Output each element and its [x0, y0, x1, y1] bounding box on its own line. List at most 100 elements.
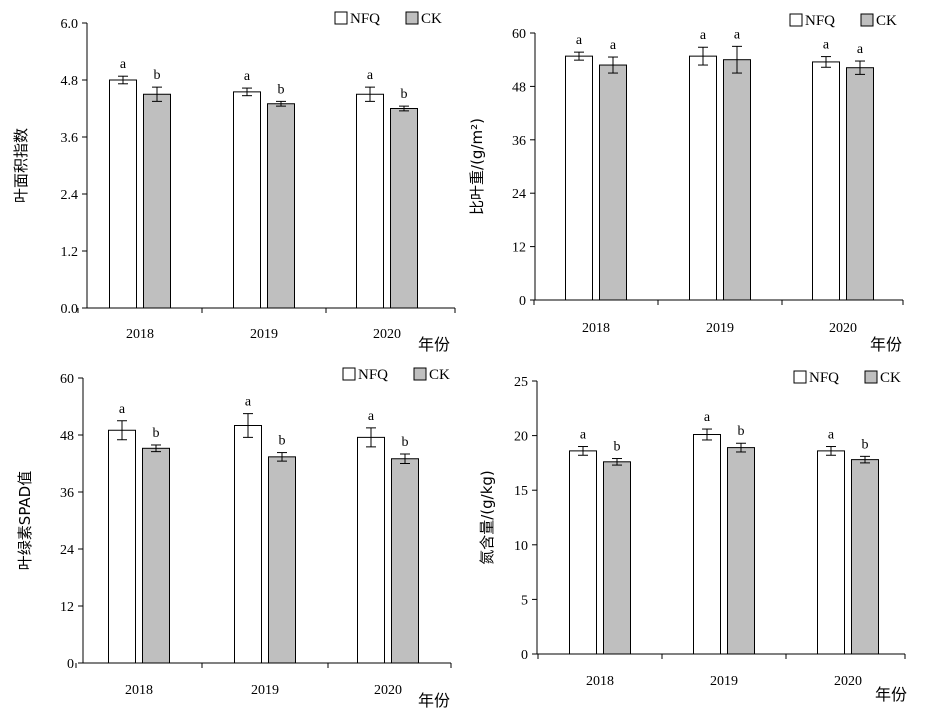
significance-letter: a: [580, 428, 587, 443]
significance-letter: b: [154, 68, 161, 83]
significance-letter: a: [857, 42, 864, 57]
significance-letter: a: [610, 38, 617, 53]
bar-NFQ-2018: [565, 55, 593, 301]
bar-CK-2018: [142, 447, 170, 664]
y-tick-label: 0: [519, 294, 526, 309]
y-tick-label: 0: [67, 657, 74, 672]
y-tick-label: 12: [60, 600, 74, 615]
y-tick-label: 24: [512, 187, 526, 202]
legend-swatch-NFQ: [789, 13, 803, 27]
bar-CK-2018: [599, 64, 627, 301]
y-tick-label: 3.6: [61, 131, 79, 146]
significance-letter: a: [576, 33, 583, 48]
y-tick-label: 60: [512, 27, 526, 42]
x-axis-title: 年份: [870, 335, 902, 354]
y-axis-title: 比叶重/(g/m²): [468, 118, 486, 215]
significance-letter: a: [828, 428, 835, 443]
x-tick-label: 2019: [710, 674, 738, 689]
x-tick-label: 2020: [373, 327, 401, 342]
y-tick-label: 24: [60, 543, 74, 558]
significance-letter: a: [119, 402, 126, 417]
legend-swatch-NFQ: [342, 367, 356, 381]
y-axis-title: 氮含量/(g/kg): [478, 470, 496, 565]
significance-letter: b: [401, 87, 408, 102]
x-tick-label: 2019: [250, 327, 278, 342]
legend-label-CK: CK: [876, 13, 897, 29]
x-axis-title: 年份: [875, 685, 907, 704]
y-tick-label: 2.4: [61, 188, 79, 203]
significance-letter: a: [368, 409, 375, 424]
significance-letter: a: [244, 69, 251, 84]
bar-NFQ-2019: [693, 434, 721, 655]
y-tick-label: 6.0: [61, 17, 79, 32]
y-tick-label: 36: [512, 134, 526, 149]
significance-letter: b: [278, 82, 285, 97]
bar-CK-2020: [846, 67, 874, 301]
bar-CK-2019: [727, 447, 755, 655]
y-axis-title: 叶面积指数: [12, 128, 30, 203]
legend-label-CK: CK: [421, 11, 442, 27]
chart-panel-3: 0 12 24 36 48 60 a b 2018 a b 2019 a b 2020 年份 叶绿素SPAD值 N…: [16, 367, 452, 710]
y-tick-label: 36: [60, 486, 74, 501]
legend-label-CK: CK: [880, 370, 901, 386]
y-tick-label: 15: [514, 484, 528, 499]
legend-swatch-CK: [413, 367, 427, 381]
x-axis-title: 年份: [418, 335, 450, 354]
significance-letter: b: [279, 434, 286, 449]
bar-CK-2019: [267, 103, 295, 309]
chart-panel-1: 0.0 1.2 2.4 3.6 4.8 6.0 a b 2018 a b 2019 a b 2020 年份 叶面…: [12, 11, 456, 354]
y-tick-label: 1.2: [61, 245, 79, 260]
legend-swatch-CK: [864, 370, 878, 384]
chart-panel-4: 0 5 10 15 20 25 a b 2018 a b 2019 a b 2020 年份 氮含量/(g/kg)…: [478, 370, 907, 704]
bar-CK-2018: [143, 93, 171, 309]
x-tick-label: 2019: [706, 321, 734, 336]
bar-NFQ-2018: [108, 429, 136, 664]
significance-letter: b: [402, 435, 409, 450]
x-tick-label: 2018: [582, 321, 610, 336]
legend-swatch-CK: [860, 13, 874, 27]
bar-CK-2020: [851, 459, 879, 655]
bar-NFQ-2018: [569, 450, 597, 655]
bar-CK-2020: [390, 108, 418, 309]
legend-swatch-NFQ: [793, 370, 807, 384]
bar-NFQ-2020: [356, 93, 384, 309]
y-tick-label: 48: [60, 429, 74, 444]
y-tick-label: 20: [514, 430, 528, 445]
bar-NFQ-2019: [689, 55, 717, 301]
y-tick-label: 60: [60, 372, 74, 387]
legend-label-NFQ: NFQ: [358, 367, 388, 383]
significance-letter: b: [738, 424, 745, 439]
y-tick-label: 4.8: [61, 74, 79, 89]
x-tick-label: 2019: [251, 683, 279, 698]
x-axis-title: 年份: [418, 691, 450, 710]
bar-CK-2018: [603, 461, 631, 655]
x-tick-label: 2018: [586, 674, 614, 689]
x-tick-label: 2018: [126, 327, 154, 342]
bar-NFQ-2020: [812, 61, 840, 301]
significance-letter: b: [614, 440, 621, 455]
significance-letter: a: [367, 68, 374, 83]
significance-letter: a: [734, 27, 741, 42]
chart-panel-2: 0 12 24 36 48 60 a a 2018 a a 2019 a a 2020 年份 比叶重/(g/m²…: [468, 13, 904, 354]
bar-NFQ-2020: [817, 450, 845, 655]
bar-CK-2019: [723, 59, 751, 301]
bar-CK-2020: [391, 458, 419, 664]
legend-label-NFQ: NFQ: [809, 370, 839, 386]
y-tick-label: 48: [512, 80, 526, 95]
y-tick-label: 25: [514, 375, 528, 390]
significance-letter: a: [823, 38, 830, 53]
significance-letter: a: [120, 57, 127, 72]
significance-letter: a: [704, 410, 711, 425]
significance-letter: a: [245, 395, 252, 410]
y-tick-label: 12: [512, 241, 526, 256]
legend-swatch-CK: [405, 11, 419, 25]
legend-swatch-NFQ: [334, 11, 348, 25]
y-tick-label: 10: [514, 539, 528, 554]
significance-letter: b: [153, 426, 160, 441]
x-tick-label: 2020: [374, 683, 402, 698]
legend-label-CK: CK: [429, 367, 450, 383]
bar-NFQ-2019: [233, 91, 261, 309]
legend: NFQ CK: [334, 11, 442, 27]
x-tick-label: 2020: [829, 321, 857, 336]
